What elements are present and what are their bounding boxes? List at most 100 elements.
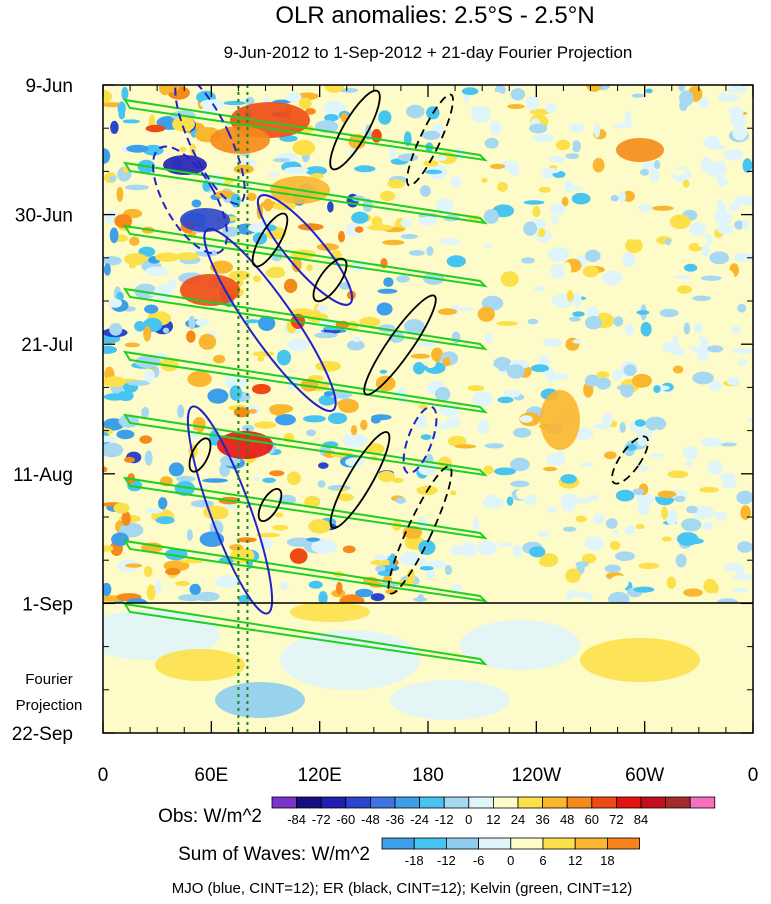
kelvin-contour — [122, 161, 488, 225]
anomaly-cell — [126, 144, 149, 153]
anomaly-cell — [592, 157, 605, 173]
anomaly-cell — [272, 158, 291, 163]
anomaly-cell — [457, 306, 474, 311]
anomaly-cell — [730, 326, 742, 335]
anomaly-cell — [734, 220, 744, 230]
anomaly-cell — [109, 227, 119, 244]
anomaly-cell — [666, 509, 678, 526]
x-tick-label: 60E — [194, 765, 228, 786]
anomaly-cell — [143, 325, 152, 342]
anomaly-cell — [572, 339, 582, 344]
anomaly-cell — [172, 116, 195, 132]
anomaly-cell — [624, 324, 635, 336]
kelvin-contour — [122, 476, 488, 540]
anomaly-cell — [352, 336, 361, 343]
anomaly-cell — [472, 391, 493, 407]
anomaly-cell — [687, 335, 701, 347]
anomaly-cell — [186, 529, 193, 541]
anomaly-cell — [123, 253, 148, 266]
er-contour — [257, 488, 283, 522]
anomaly-feature — [180, 274, 240, 306]
anomaly-cell — [707, 345, 724, 353]
anomaly-cell — [659, 308, 679, 318]
anomaly-cell — [426, 246, 434, 256]
anomaly-cell — [461, 87, 479, 96]
waves-colorbar-swatch — [478, 837, 512, 850]
anomaly-cell — [144, 369, 155, 383]
anomaly-cell — [533, 286, 545, 292]
obs-colorbar-swatch — [591, 796, 617, 809]
anomaly-cell — [484, 443, 504, 449]
anomaly-cell — [318, 462, 329, 469]
anomaly-cell — [562, 526, 577, 532]
anomaly-cell — [215, 575, 240, 588]
obs-colorbar: Obs: W/m^2 -84 -72 -60 -48 -36 -24 -12 0 12 24 36 4… — [158, 796, 716, 827]
anomaly-cell — [350, 425, 358, 436]
anomaly-cell — [544, 98, 564, 104]
anomaly-cell — [190, 499, 215, 508]
anomaly-cell — [654, 574, 666, 589]
anomaly-cell — [510, 88, 526, 101]
anomaly-cell — [388, 144, 396, 160]
anomaly-cell — [707, 460, 723, 475]
anomaly-cell — [564, 186, 583, 191]
anomaly-cell — [176, 475, 196, 483]
anomaly-cell — [336, 581, 343, 595]
anomaly-cell — [283, 278, 298, 293]
obs-colorbar-swatch — [271, 796, 298, 809]
anomaly-cell — [489, 120, 502, 136]
anomaly-cell — [431, 347, 444, 362]
anomaly-cell — [692, 371, 714, 385]
anomaly-cell — [682, 179, 690, 188]
obs-colorbar-swatch — [492, 796, 519, 809]
waves-colorbar-tick-label: 6 — [539, 853, 546, 868]
anomaly-cell — [503, 390, 521, 398]
anomaly-cell — [403, 131, 412, 147]
anomaly-cell — [714, 511, 728, 521]
anomaly-cell — [626, 444, 637, 451]
waves-colorbar-swatch — [542, 837, 576, 850]
obs-colorbar-swatch — [394, 796, 421, 809]
anomaly-cell — [631, 373, 652, 388]
anomaly-cell — [667, 470, 689, 479]
anomaly-cell — [436, 155, 447, 161]
anomaly-cell — [544, 577, 565, 582]
anomaly-cell — [103, 545, 114, 552]
y-axis: 9-Jun 30-Jun 21-Jul 11-Aug 1-Sep 22-Sep — [12, 76, 753, 745]
anomaly-cell — [721, 269, 735, 286]
anomaly-cell — [297, 223, 324, 231]
anomaly-cell — [296, 92, 319, 101]
waves-colorbar-tick-label: 12 — [568, 853, 582, 868]
anomaly-cell — [506, 496, 514, 506]
anomaly-cell — [622, 252, 636, 268]
anomaly-cell — [575, 561, 589, 568]
anomaly-cell — [543, 338, 562, 348]
anomaly-cell — [103, 442, 124, 458]
anomaly-cell — [126, 380, 150, 386]
anomaly-cell — [257, 356, 265, 362]
anomaly-cell — [155, 252, 180, 262]
anomaly-cell — [262, 477, 276, 483]
anomaly-cell — [252, 275, 262, 283]
anomaly-cell — [103, 466, 108, 473]
anomaly-cell — [509, 162, 520, 177]
anomaly-cell — [449, 490, 457, 496]
anomaly-cell — [338, 230, 345, 243]
anomaly-cell — [179, 146, 187, 153]
anomaly-cell — [587, 494, 599, 501]
anomaly-cell — [591, 284, 607, 295]
anomaly-cell — [512, 545, 522, 557]
anomaly-cell — [505, 138, 513, 145]
anomaly-cell — [615, 489, 635, 502]
anomaly-cell — [676, 532, 699, 546]
x-tick-label: 120E — [297, 765, 341, 786]
anomaly-cell — [565, 568, 581, 583]
anomaly-cell — [438, 456, 452, 469]
anomaly-cell — [529, 108, 551, 116]
anomaly-cell — [737, 541, 753, 553]
anomaly-cell — [252, 383, 271, 395]
anomaly-cell — [236, 537, 257, 543]
er-contour — [329, 89, 381, 171]
anomaly-cell — [339, 87, 359, 93]
anomaly-cell — [397, 153, 419, 162]
